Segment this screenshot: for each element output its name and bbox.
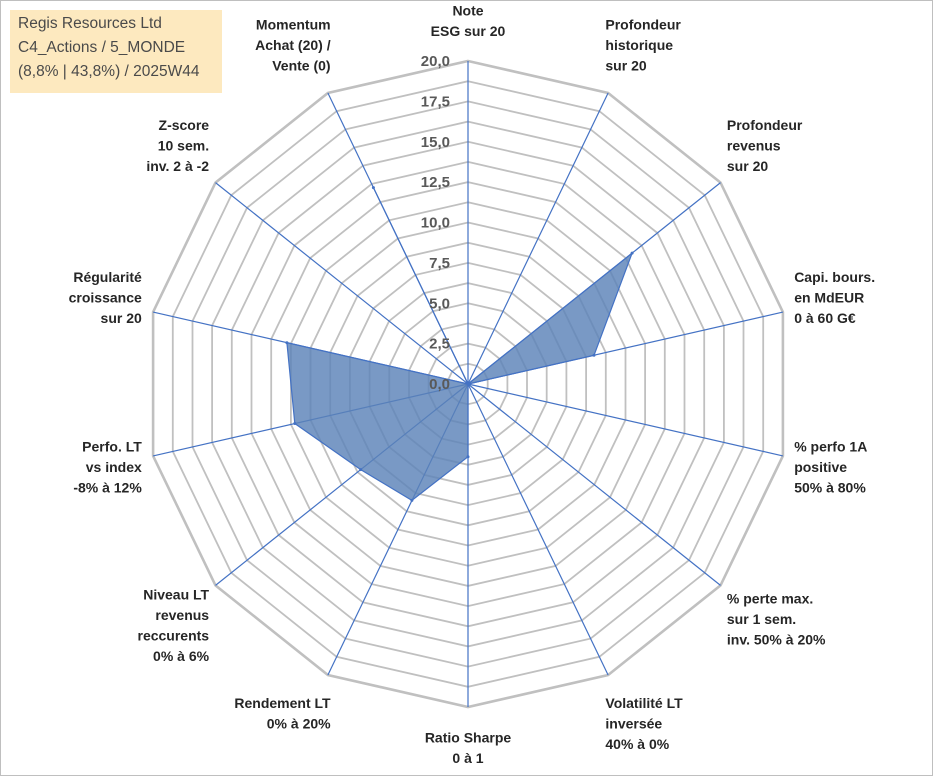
- series-point-10: [359, 468, 363, 472]
- axis-label-line: inv. 50% à 20%: [727, 632, 826, 648]
- score-week: (8,8% | 43,8%) / 2025W44: [18, 63, 200, 80]
- radar-series: [285, 186, 634, 502]
- axis-label-8: Ratio Sharpe 0 à 1: [425, 730, 512, 767]
- axis-label-line: Momentum: [256, 17, 331, 33]
- axis-label-line: sur 1 sem.: [727, 611, 796, 627]
- radial-tick-labels: 0,0 2,5 5,0 7,5 10,0 12,5 15,0 17,5 20,0: [421, 53, 450, 393]
- axis-label-5: % perfo 1A positive 50% à 80%: [794, 438, 867, 495]
- spoke-2: [467, 92, 609, 385]
- axis-label-11: Perfo. LT vs index -8% à 12%: [73, 438, 142, 495]
- axis-label-2: Profondeur historique sur 20: [605, 17, 681, 74]
- tick-label: 5,0: [429, 295, 450, 312]
- axis-label-9: Rendement LT 0% à 20%: [234, 695, 331, 732]
- axis-label-line: sur 20: [605, 58, 646, 74]
- axis-label-line: Régularité: [73, 269, 142, 285]
- axis-label-line: sur 20: [727, 158, 768, 174]
- axis-label-13: Z-score 10 sem. inv. 2 à -2: [146, 117, 209, 174]
- series-point-3: [630, 251, 634, 255]
- axis-label-line: reccurents: [138, 628, 210, 644]
- axis-label-line: sur 20: [101, 310, 142, 326]
- axis-label-line: revenus: [155, 607, 209, 623]
- tick-label: 0,0: [429, 376, 450, 393]
- tick-label: 15,0: [421, 134, 450, 151]
- spoke-13: [215, 182, 469, 385]
- axis-label-12: Régularité croissance sur 20: [69, 269, 142, 326]
- tick-label: 7,5: [429, 255, 450, 272]
- axis-label-line: 50% à 80%: [794, 479, 866, 495]
- axis-label-line: Vente (0): [272, 58, 330, 74]
- axis-label-line: 0 à 1: [452, 750, 483, 766]
- tick-label: 2,5: [429, 336, 450, 353]
- series-point-8: [466, 455, 470, 459]
- series-point-12: [285, 341, 289, 345]
- axis-label-line: revenus: [727, 138, 781, 154]
- axis-label-line: Profondeur: [605, 17, 681, 33]
- tick-label: 10,0: [421, 215, 450, 232]
- axis-label-line: vs index: [86, 459, 142, 475]
- axis-label-7: Volatilité LT inversée 40% à 0%: [605, 695, 683, 752]
- axis-label-line: Ratio Sharpe: [425, 730, 512, 746]
- axis-label-4: Capi. bours. en MdEUR 0 à 60 G€: [794, 269, 875, 326]
- axis-label-line: Perfo. LT: [82, 438, 142, 454]
- axis-labels: Note ESG sur 20 Profondeur historique sur 20…: [69, 3, 875, 767]
- series-point-11: [293, 422, 297, 425]
- axis-label-line: % perte max.: [727, 591, 813, 607]
- spoke-7: [467, 383, 609, 676]
- axis-label-line: 0% à 20%: [267, 715, 331, 731]
- tick-label: 12,5: [421, 174, 450, 191]
- axis-label-line: ESG sur 20: [431, 23, 506, 39]
- series-point-4: [592, 353, 596, 357]
- axis-label-line: inv. 2 à -2: [146, 158, 209, 174]
- axis-label-6: % perte max. sur 1 sem. inv. 50% à 20%: [727, 591, 826, 648]
- axis-label-line: Niveau LT: [143, 587, 209, 603]
- axis-label-line: Volatilité LT: [605, 695, 683, 711]
- axis-label-line: en MdEUR: [794, 290, 864, 306]
- axis-label-line: historique: [605, 37, 673, 53]
- axis-label-line: croissance: [69, 290, 142, 306]
- company-name: Regis Resources Ltd: [18, 15, 162, 32]
- axis-label-1: Note ESG sur 20: [431, 3, 506, 40]
- axis-label-3: Profondeur revenus sur 20: [727, 117, 803, 174]
- axis-label-line: Rendement LT: [234, 695, 331, 711]
- info-box: Regis Resources Ltd C4_Actions / 5_MONDE…: [10, 10, 222, 93]
- axis-label-line: % perfo 1A: [794, 438, 867, 454]
- portfolio-category: C4_Actions / 5_MONDE: [18, 39, 186, 56]
- spoke-5: [467, 383, 784, 457]
- axis-label-line: inversée: [605, 715, 662, 731]
- axis-label-line: Note: [452, 3, 483, 19]
- axis-label-line: positive: [794, 459, 847, 475]
- tick-label: 20,0: [421, 53, 450, 70]
- series-point-14: [371, 186, 375, 190]
- spoke-6: [467, 383, 721, 586]
- axis-label-line: -8% à 12%: [73, 479, 142, 495]
- axis-label-line: Capi. bours.: [794, 269, 875, 285]
- axis-label-line: Z-score: [159, 117, 210, 133]
- axis-label-line: 10 sem.: [158, 138, 209, 154]
- axis-label-line: 0% à 6%: [153, 648, 210, 664]
- axis-label-10: Niveau LT revenus reccurents 0% à 6%: [138, 587, 210, 665]
- axis-label-line: 0 à 60 G€: [794, 310, 856, 326]
- axis-label-line: Profondeur: [727, 117, 803, 133]
- axis-label-line: Achat (20) /: [255, 37, 331, 53]
- axis-label-line: 40% à 0%: [605, 736, 669, 752]
- tick-label: 17,5: [421, 93, 450, 110]
- series-area: [286, 187, 634, 502]
- axis-label-14: Momentum Achat (20) / Vente (0): [255, 17, 331, 74]
- series-point-9: [410, 498, 414, 502]
- series-point-13: [466, 382, 470, 386]
